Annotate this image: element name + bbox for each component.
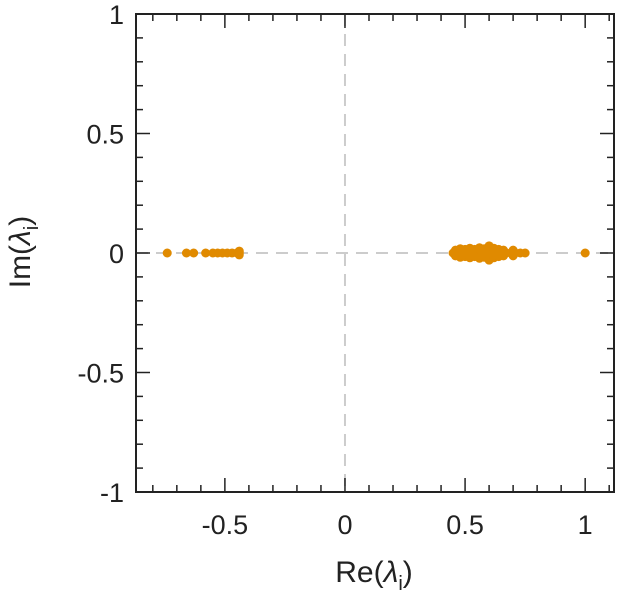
x-axis-label: Re(λi) <box>335 556 413 595</box>
x-axis-label-symbol: λ <box>382 556 399 589</box>
data-point <box>201 248 211 258</box>
data-point <box>580 248 590 258</box>
data-point <box>520 248 530 258</box>
y-tick-label: 0 <box>109 239 124 269</box>
y-axis-label-subscript: i <box>21 226 43 230</box>
x-axis-label-subscript: i <box>398 573 402 595</box>
x-tick-label: -0.5 <box>202 510 249 540</box>
data-point <box>234 250 244 260</box>
tick-labels: -0.5 0 0.5 1 -1 -0.5 0 0.5 1 <box>77 0 592 540</box>
x-axis-label-prefix: Re( <box>335 556 383 589</box>
y-axis-label-symbol: λ <box>4 230 37 247</box>
x-axis-label-suffix: ) <box>403 556 413 589</box>
x-tick-label: 0 <box>337 510 352 540</box>
y-axis-label-prefix: Im( <box>4 245 37 288</box>
axis-ticks <box>136 13 614 493</box>
data-point <box>499 251 509 261</box>
y-tick-label: -0.5 <box>77 359 124 389</box>
x-tick-label: 1 <box>578 510 593 540</box>
data-point <box>162 248 172 258</box>
y-tick-label: -1 <box>100 478 124 508</box>
y-tick-label: 1 <box>109 0 124 30</box>
data-points <box>162 241 590 265</box>
data-point <box>508 251 518 261</box>
data-point <box>181 248 191 258</box>
data-point <box>189 248 199 258</box>
x-tick-label: 0.5 <box>446 510 484 540</box>
y-tick-label: 0.5 <box>86 120 124 150</box>
y-axis-label-suffix: ) <box>4 216 37 226</box>
y-axis-label: Im(λi) <box>4 216 43 289</box>
